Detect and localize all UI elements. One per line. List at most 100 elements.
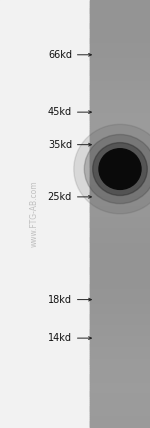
Bar — [90, 59, 150, 62]
Bar — [90, 376, 150, 379]
Bar — [90, 79, 150, 81]
Bar — [90, 66, 150, 68]
Bar — [90, 301, 150, 304]
Bar — [90, 47, 150, 49]
Bar — [90, 87, 150, 90]
Bar — [90, 333, 150, 336]
Bar — [90, 214, 150, 216]
Bar — [90, 415, 150, 417]
Bar — [90, 211, 150, 214]
Bar — [90, 64, 150, 66]
Bar — [90, 259, 150, 261]
Bar — [90, 203, 150, 205]
Bar — [90, 111, 150, 113]
Text: 45kd: 45kd — [48, 107, 72, 117]
Text: 14kd: 14kd — [48, 333, 72, 343]
Bar — [90, 231, 150, 233]
Bar — [90, 344, 150, 347]
Text: 25kd: 25kd — [48, 192, 72, 202]
Bar — [90, 235, 150, 238]
Bar — [90, 199, 150, 201]
Bar — [90, 361, 150, 364]
Bar — [90, 68, 150, 71]
Bar — [90, 378, 150, 381]
Bar — [90, 226, 150, 229]
Bar — [90, 295, 150, 297]
Bar — [90, 325, 150, 327]
Bar — [90, 209, 150, 212]
Bar — [90, 250, 150, 253]
Bar — [90, 370, 150, 372]
Bar — [90, 389, 150, 392]
Bar — [90, 387, 150, 389]
Bar — [0, 0, 90, 428]
Ellipse shape — [84, 134, 150, 204]
Bar — [90, 57, 150, 60]
Bar — [90, 89, 150, 92]
Bar — [90, 425, 150, 428]
Bar — [90, 419, 150, 422]
Bar — [90, 171, 150, 173]
Bar — [90, 109, 150, 111]
Bar — [90, 323, 150, 325]
Bar — [90, 293, 150, 295]
Bar — [90, 263, 150, 265]
Text: 35kd: 35kd — [48, 140, 72, 150]
Bar — [90, 402, 150, 404]
Bar — [90, 348, 150, 351]
Bar — [90, 74, 150, 77]
Bar — [90, 256, 150, 259]
Bar — [90, 308, 150, 310]
Bar — [90, 70, 150, 73]
Bar — [90, 177, 150, 180]
Bar — [90, 100, 150, 103]
Bar — [90, 406, 150, 409]
Bar — [90, 38, 150, 41]
Ellipse shape — [93, 143, 147, 196]
Bar — [90, 329, 150, 332]
Bar — [90, 408, 150, 411]
Bar — [90, 224, 150, 227]
Bar — [90, 173, 150, 175]
Bar — [90, 385, 150, 387]
Bar — [90, 188, 150, 190]
Bar — [90, 265, 150, 268]
Bar — [90, 338, 150, 340]
Bar — [90, 117, 150, 120]
Bar — [90, 154, 150, 156]
Bar — [90, 119, 150, 122]
Bar — [90, 303, 150, 306]
Bar — [90, 417, 150, 419]
Bar — [90, 321, 150, 323]
Bar — [90, 363, 150, 366]
Bar — [90, 12, 150, 15]
Bar — [90, 310, 150, 312]
Bar — [90, 2, 150, 4]
Bar — [90, 395, 150, 398]
Bar — [90, 8, 150, 11]
Bar — [90, 284, 150, 287]
Bar — [90, 126, 150, 128]
Bar — [90, 40, 150, 43]
Bar — [90, 30, 150, 32]
Bar — [90, 166, 150, 169]
Bar — [90, 94, 150, 96]
Bar — [90, 391, 150, 394]
Bar — [90, 0, 150, 2]
Bar — [90, 55, 150, 58]
Bar — [90, 53, 150, 56]
Bar — [90, 421, 150, 424]
Bar — [90, 145, 150, 148]
Bar — [90, 355, 150, 357]
Bar — [90, 276, 150, 278]
Bar — [90, 139, 150, 141]
Bar — [90, 34, 150, 36]
Bar — [90, 229, 150, 231]
Bar — [90, 299, 150, 302]
Bar — [90, 357, 150, 360]
Bar — [90, 192, 150, 195]
Bar — [90, 222, 150, 225]
Bar — [90, 49, 150, 51]
Bar — [90, 327, 150, 330]
Bar — [90, 278, 150, 280]
